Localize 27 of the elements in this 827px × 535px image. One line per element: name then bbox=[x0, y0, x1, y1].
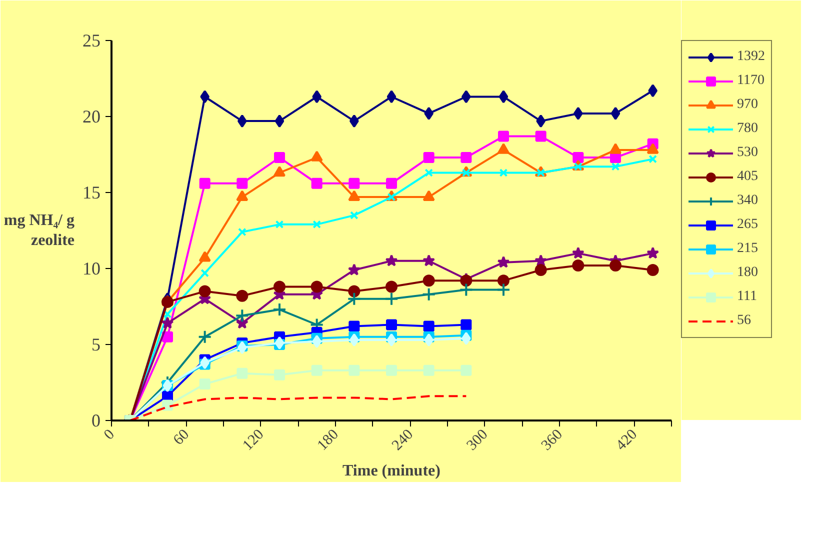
legend-label: 1392 bbox=[737, 49, 765, 65]
legend-label: 970 bbox=[737, 97, 758, 113]
y-tick-label: 15 bbox=[82, 182, 100, 202]
legend-label: 56 bbox=[737, 313, 752, 329]
legend-label: 405 bbox=[737, 169, 758, 185]
legend-label: 340 bbox=[737, 193, 758, 209]
x-tick-label: 360 bbox=[538, 426, 566, 454]
legend-label: 1170 bbox=[737, 73, 764, 89]
x-tick-label: 180 bbox=[314, 426, 342, 454]
x-tick-label: 420 bbox=[613, 426, 641, 454]
y-tick-label: 0 bbox=[92, 410, 100, 430]
legend-label: 180 bbox=[737, 265, 758, 281]
x-tick-label: 300 bbox=[464, 426, 492, 454]
x-tick-label: 240 bbox=[389, 426, 417, 454]
legend-label: 530 bbox=[737, 145, 758, 161]
legend-label: 780 bbox=[737, 121, 758, 137]
y-tick-label: 5 bbox=[92, 334, 100, 354]
y-tick-label: 25 bbox=[82, 30, 100, 50]
y-axis-title: mg NH₄/ g zeolite bbox=[4, 212, 75, 250]
y-tick-label: 10 bbox=[82, 258, 100, 278]
x-axis-title: Time (minute) bbox=[342, 462, 440, 480]
legend-label: 215 bbox=[737, 241, 758, 257]
legend-label: 265 bbox=[737, 217, 758, 233]
x-tick-label: 60 bbox=[170, 426, 193, 448]
legend-label: 111 bbox=[737, 289, 757, 305]
x-tick-label: 120 bbox=[240, 426, 268, 454]
y-tick-label: 20 bbox=[82, 106, 100, 126]
